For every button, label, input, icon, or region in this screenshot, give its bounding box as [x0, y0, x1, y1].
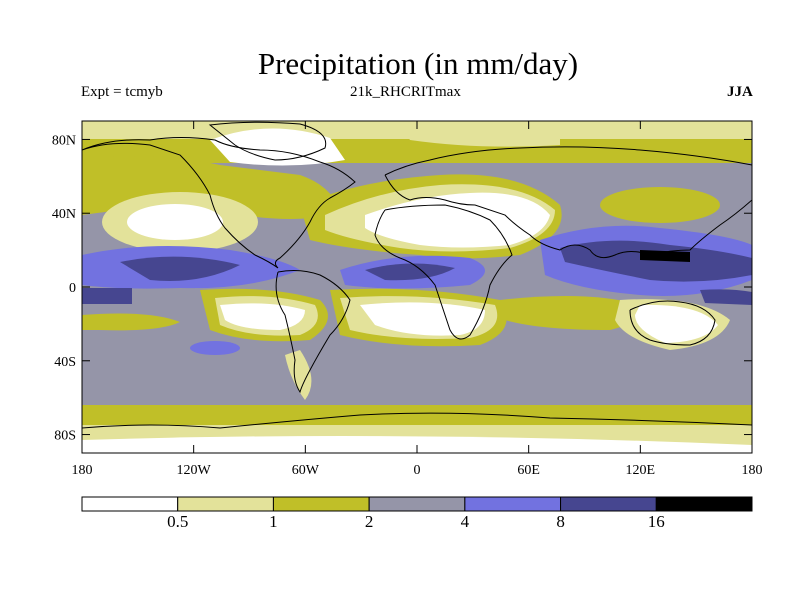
axis-ticks: 80N 40N 0 40S 80S 180 120W 60W 0 60E 120E 180 [52, 121, 763, 478]
legend-label: 16 [648, 512, 665, 531]
y-tick-label: 80N [52, 133, 76, 148]
field-sio-band [500, 296, 642, 330]
coast-eurasia [384, 146, 752, 259]
field-antarctic-dry [82, 436, 752, 453]
x-tick-label: 0 [414, 463, 421, 478]
coast-africa [374, 204, 513, 340]
x-tick-label: 180 [742, 463, 763, 478]
x-tick-label: 120W [177, 463, 212, 478]
x-tick-label: 60W [292, 463, 320, 478]
season-label: JJA [727, 84, 753, 100]
legend-label: 4 [461, 512, 470, 531]
x-tick-label: 120E [626, 463, 656, 478]
coast-greenland [208, 121, 327, 161]
coast-australia [629, 300, 716, 346]
field-greenland-dry [210, 128, 345, 166]
field-itcz-epac-core [120, 256, 240, 281]
legend-label: 2 [365, 512, 374, 531]
coastlines [82, 121, 752, 429]
field-npac-dry [127, 204, 223, 240]
field-patagonia-light [285, 350, 312, 400]
field-swpac-core [700, 289, 752, 305]
legend-label: 0.5 [167, 512, 188, 531]
x-tick-label: 60E [517, 463, 540, 478]
run-label: 21k_RHCRITmax [350, 84, 461, 100]
legend-swatch [81, 496, 179, 512]
y-tick-label: 40N [52, 207, 76, 222]
precip-field [82, 121, 752, 453]
coast-antarctica [82, 412, 752, 429]
coast-north-america [82, 137, 356, 269]
field-sepac-dry [220, 303, 305, 330]
y-tick-label: 0 [69, 281, 76, 296]
field-satl-dry [360, 302, 485, 336]
field-warmpool-max [640, 250, 690, 262]
field-itcz-atl-core [365, 263, 455, 281]
field-spac-band [82, 313, 180, 331]
color-legend: 0.5 1 2 4 8 16 [81, 496, 753, 531]
field-monsoon-core [560, 240, 752, 282]
legend-swatch [272, 496, 370, 512]
field-spac-core [82, 288, 132, 304]
legend-label: 1 [269, 512, 278, 531]
field-nwpac-band [600, 187, 720, 223]
field-spac-wet [190, 341, 240, 355]
legend-swatch [368, 496, 466, 512]
x-tick-label: 180 [72, 463, 93, 478]
legend-swatch [464, 496, 562, 512]
legend-swatch [560, 496, 657, 512]
map-title: Precipitation (in mm/day) [257, 46, 579, 81]
y-tick-label: 40S [54, 355, 76, 370]
coast-south-america [275, 270, 351, 394]
y-tick-label: 80S [54, 429, 76, 444]
legend-swatch [655, 496, 753, 512]
legend-swatch [177, 496, 274, 512]
field-eurasia-north [400, 121, 560, 147]
field-australia-dry [635, 304, 718, 343]
experiment-label: Expt = tcmyb [81, 84, 163, 100]
legend-label: 8 [556, 512, 565, 531]
